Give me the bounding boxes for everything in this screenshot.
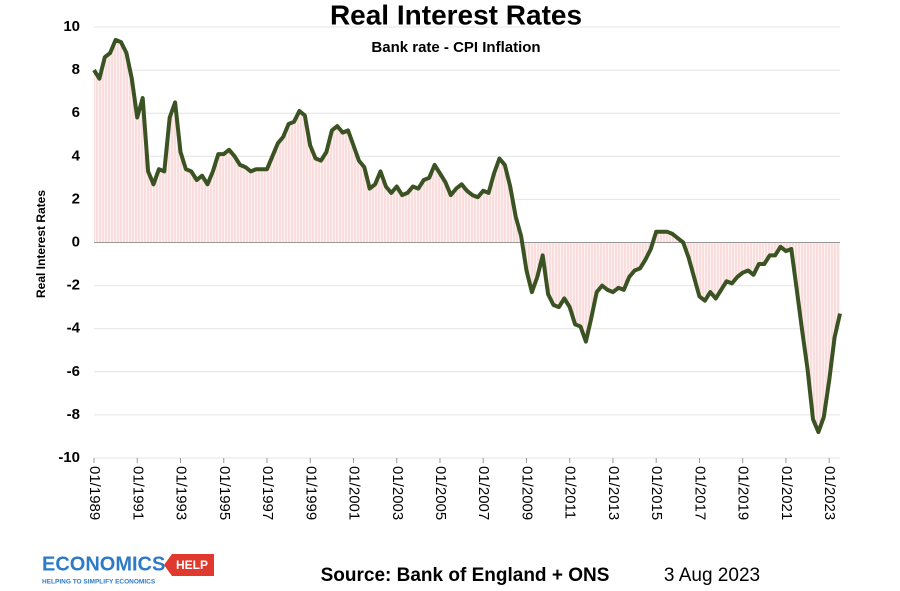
y-tick-label: -4 <box>67 320 81 337</box>
y-tick-label: -8 <box>67 406 80 423</box>
chart-title: Real Interest Rates <box>330 0 582 30</box>
y-tick-label: -6 <box>67 363 80 380</box>
x-tick-label: 01/1999 <box>302 466 319 520</box>
plot-area: -10 -8 -6 -4 -2 0 2 4 6 8 10 01/1989 01/1991 01/1993 0… <box>58 18 842 520</box>
x-tick-label: 01/1993 <box>173 466 190 520</box>
x-tick-label: 01/2023 <box>821 466 838 520</box>
logo-text: ECONOMICS <box>42 553 165 575</box>
logo: ECONOMICS HELP HELPING TO SIMPLIFY ECONO… <box>42 553 214 586</box>
chart-subtitle: Bank rate - CPI Inflation <box>371 39 540 56</box>
y-tick-label: -2 <box>67 277 80 294</box>
logo-tag <box>164 554 214 576</box>
x-tick-label: 01/2005 <box>432 466 449 520</box>
x-tick-label: 01/1995 <box>216 466 233 520</box>
x-tick-label: 01/2001 <box>346 466 363 520</box>
y-tick-label: 8 <box>72 61 80 78</box>
area <box>94 39 840 433</box>
x-tick-label: 01/2021 <box>778 466 795 520</box>
y-tick-label: 10 <box>63 18 80 35</box>
date: 3 Aug 2023 <box>664 565 760 586</box>
y-tick-label: 6 <box>72 104 80 121</box>
logo-tag-text: HELP <box>176 558 208 572</box>
line <box>92 37 842 435</box>
y-tick-label: 4 <box>72 147 81 164</box>
x-tick-label: 01/2013 <box>605 466 622 520</box>
x-tick-label: 01/1991 <box>129 466 146 520</box>
x-tick-label: 01/2007 <box>475 466 492 520</box>
x-tick-label: 01/2003 <box>389 466 406 520</box>
x-tick-label: 01/2017 <box>691 466 708 520</box>
x-tick-label: 01/2015 <box>648 466 665 520</box>
y-tick-label: -10 <box>58 449 80 466</box>
x-tick-label: 01/2011 <box>562 466 579 519</box>
source: Source: Bank of England + ONS <box>321 565 610 586</box>
logo-tagline: HELPING TO SIMPLIFY ECONOMICS <box>42 579 156 586</box>
y-axis-label: Real Interest Rates <box>34 190 48 298</box>
y-tick-label: 2 <box>72 190 80 207</box>
x-tick-label: 01/1997 <box>259 466 276 520</box>
x-tick-label: 01/1989 <box>86 466 103 520</box>
x-tick-label: 01/2019 <box>735 466 752 520</box>
y-tick-label: 0 <box>72 233 80 250</box>
x-tick-label: 01/2009 <box>518 466 535 520</box>
